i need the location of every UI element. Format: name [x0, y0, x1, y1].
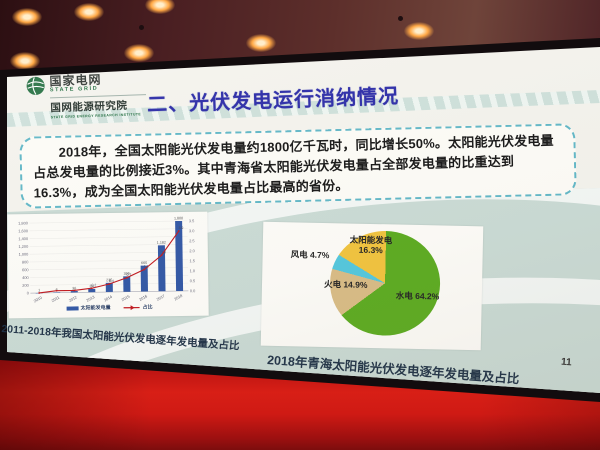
- svg-text:3.5: 3.5: [189, 218, 194, 223]
- right-chart-caption: 2018年青海太阳能光伏发电逐年发电量及占比: [266, 352, 520, 387]
- svg-text:1,200: 1,200: [18, 244, 29, 249]
- bar-line-chart: 0 200 400 600 800 1,000 1,200 1,400 1,600 1,800 0.…: [18, 216, 196, 304]
- left-chart-caption: 2011-2018年我国太阳能光伏发电逐年发电量及占比: [0, 322, 240, 353]
- svg-text:2.5: 2.5: [189, 238, 194, 243]
- svg-text:1,182: 1,182: [157, 241, 166, 245]
- pie-slice-label: 火电 14.9%: [323, 278, 368, 290]
- ceiling-light: [246, 34, 276, 52]
- ceiling-light: [10, 52, 40, 70]
- svg-text:0.4: 0.4: [109, 279, 114, 283]
- svg-text:800: 800: [22, 259, 29, 264]
- ceiling-sprinkler: [139, 25, 144, 30]
- svg-text:2010: 2010: [33, 295, 44, 304]
- svg-text:1.1: 1.1: [144, 264, 149, 268]
- svg-text:1.8: 1.8: [161, 250, 166, 254]
- svg-text:1: 1: [38, 288, 40, 292]
- svg-text:1,400: 1,400: [18, 236, 29, 241]
- legend-bar-swatch: [66, 305, 79, 311]
- legend-bar-label: 太阳能发电量: [80, 304, 111, 312]
- svg-text:0.0: 0.0: [190, 288, 196, 293]
- svg-text:2014: 2014: [103, 294, 114, 303]
- bar-chart-legend: 太阳能发电量 占比: [11, 303, 209, 313]
- body-textbox: 2018年，全国太阳能光伏发电量约1800亿千瓦时，同比增长50%。太阳能光伏发…: [19, 123, 577, 209]
- svg-text:2.0: 2.0: [189, 248, 195, 253]
- svg-text:1,800: 1,800: [18, 221, 29, 226]
- svg-text:2013: 2013: [85, 294, 95, 303]
- svg-text:1,800: 1,800: [174, 216, 183, 220]
- state-grid-logo: 国家电网 STATE GRID 国网能源研究院 STATE GRID ENERG…: [25, 72, 156, 121]
- ceiling-light: [145, 0, 175, 14]
- legend-line-label: 占比: [142, 304, 153, 311]
- svg-text:36: 36: [72, 286, 76, 290]
- page-title: 二、光伏发电运行消纳情况: [146, 85, 400, 117]
- bar-chart-panel: 0 200 400 600 800 1,000 1,200 1,400 1,600 1,800 0.…: [7, 211, 209, 319]
- svg-text:2017: 2017: [156, 293, 166, 302]
- ceiling-sprinkler: [398, 16, 403, 21]
- svg-text:2018: 2018: [173, 293, 183, 302]
- svg-text:1,000: 1,000: [19, 252, 30, 257]
- svg-text:3.0: 3.0: [189, 228, 195, 233]
- svg-text:400: 400: [22, 275, 29, 280]
- ceiling-light: [74, 3, 104, 21]
- svg-text:1.5: 1.5: [189, 258, 194, 263]
- svg-text:0.5: 0.5: [190, 278, 195, 283]
- svg-text:2012: 2012: [68, 294, 78, 303]
- svg-text:0.2: 0.2: [91, 283, 96, 287]
- svg-text:2016: 2016: [138, 293, 148, 302]
- org-name-en: STATE GRID: [49, 85, 99, 94]
- svg-text:395: 395: [124, 272, 130, 276]
- svg-text:2015: 2015: [120, 294, 130, 303]
- body-text: 2018年，全国太阳能光伏发电量约1800亿千瓦时，同比增长50%。太阳能光伏发…: [32, 132, 554, 201]
- globe-icon: [26, 76, 45, 95]
- pie-slice-label: 风电 4.7%: [290, 249, 330, 261]
- svg-text:1,600: 1,600: [18, 228, 29, 233]
- svg-text:3.0: 3.0: [178, 226, 183, 230]
- svg-text:84: 84: [90, 284, 94, 288]
- ceiling-light: [124, 44, 154, 62]
- pie-chart-panel: 水电 64.2% 火电 14.9% 风电 4.7% 太阳能发电 16.3%: [260, 221, 484, 351]
- pie-slice-label: 太阳能发电 16.3%: [349, 234, 393, 256]
- svg-text:1.0: 1.0: [190, 268, 196, 273]
- pie-slice-label: 水电 64.2%: [395, 290, 440, 302]
- svg-text:0.7: 0.7: [126, 273, 131, 277]
- svg-text:0: 0: [27, 290, 30, 295]
- svg-text:600: 600: [22, 267, 29, 272]
- ceiling-light: [12, 8, 42, 26]
- svg-text:235: 235: [106, 278, 112, 282]
- svg-text:665: 665: [141, 261, 147, 265]
- pie-labels: 水电 64.2% 火电 14.9% 风电 4.7% 太阳能发电 16.3%: [263, 222, 483, 302]
- ceiling-light: [404, 22, 434, 40]
- svg-text:200: 200: [22, 283, 29, 288]
- legend-line-icon: [123, 304, 140, 310]
- svg-text:2011: 2011: [51, 295, 61, 303]
- page-number: 11: [560, 356, 572, 369]
